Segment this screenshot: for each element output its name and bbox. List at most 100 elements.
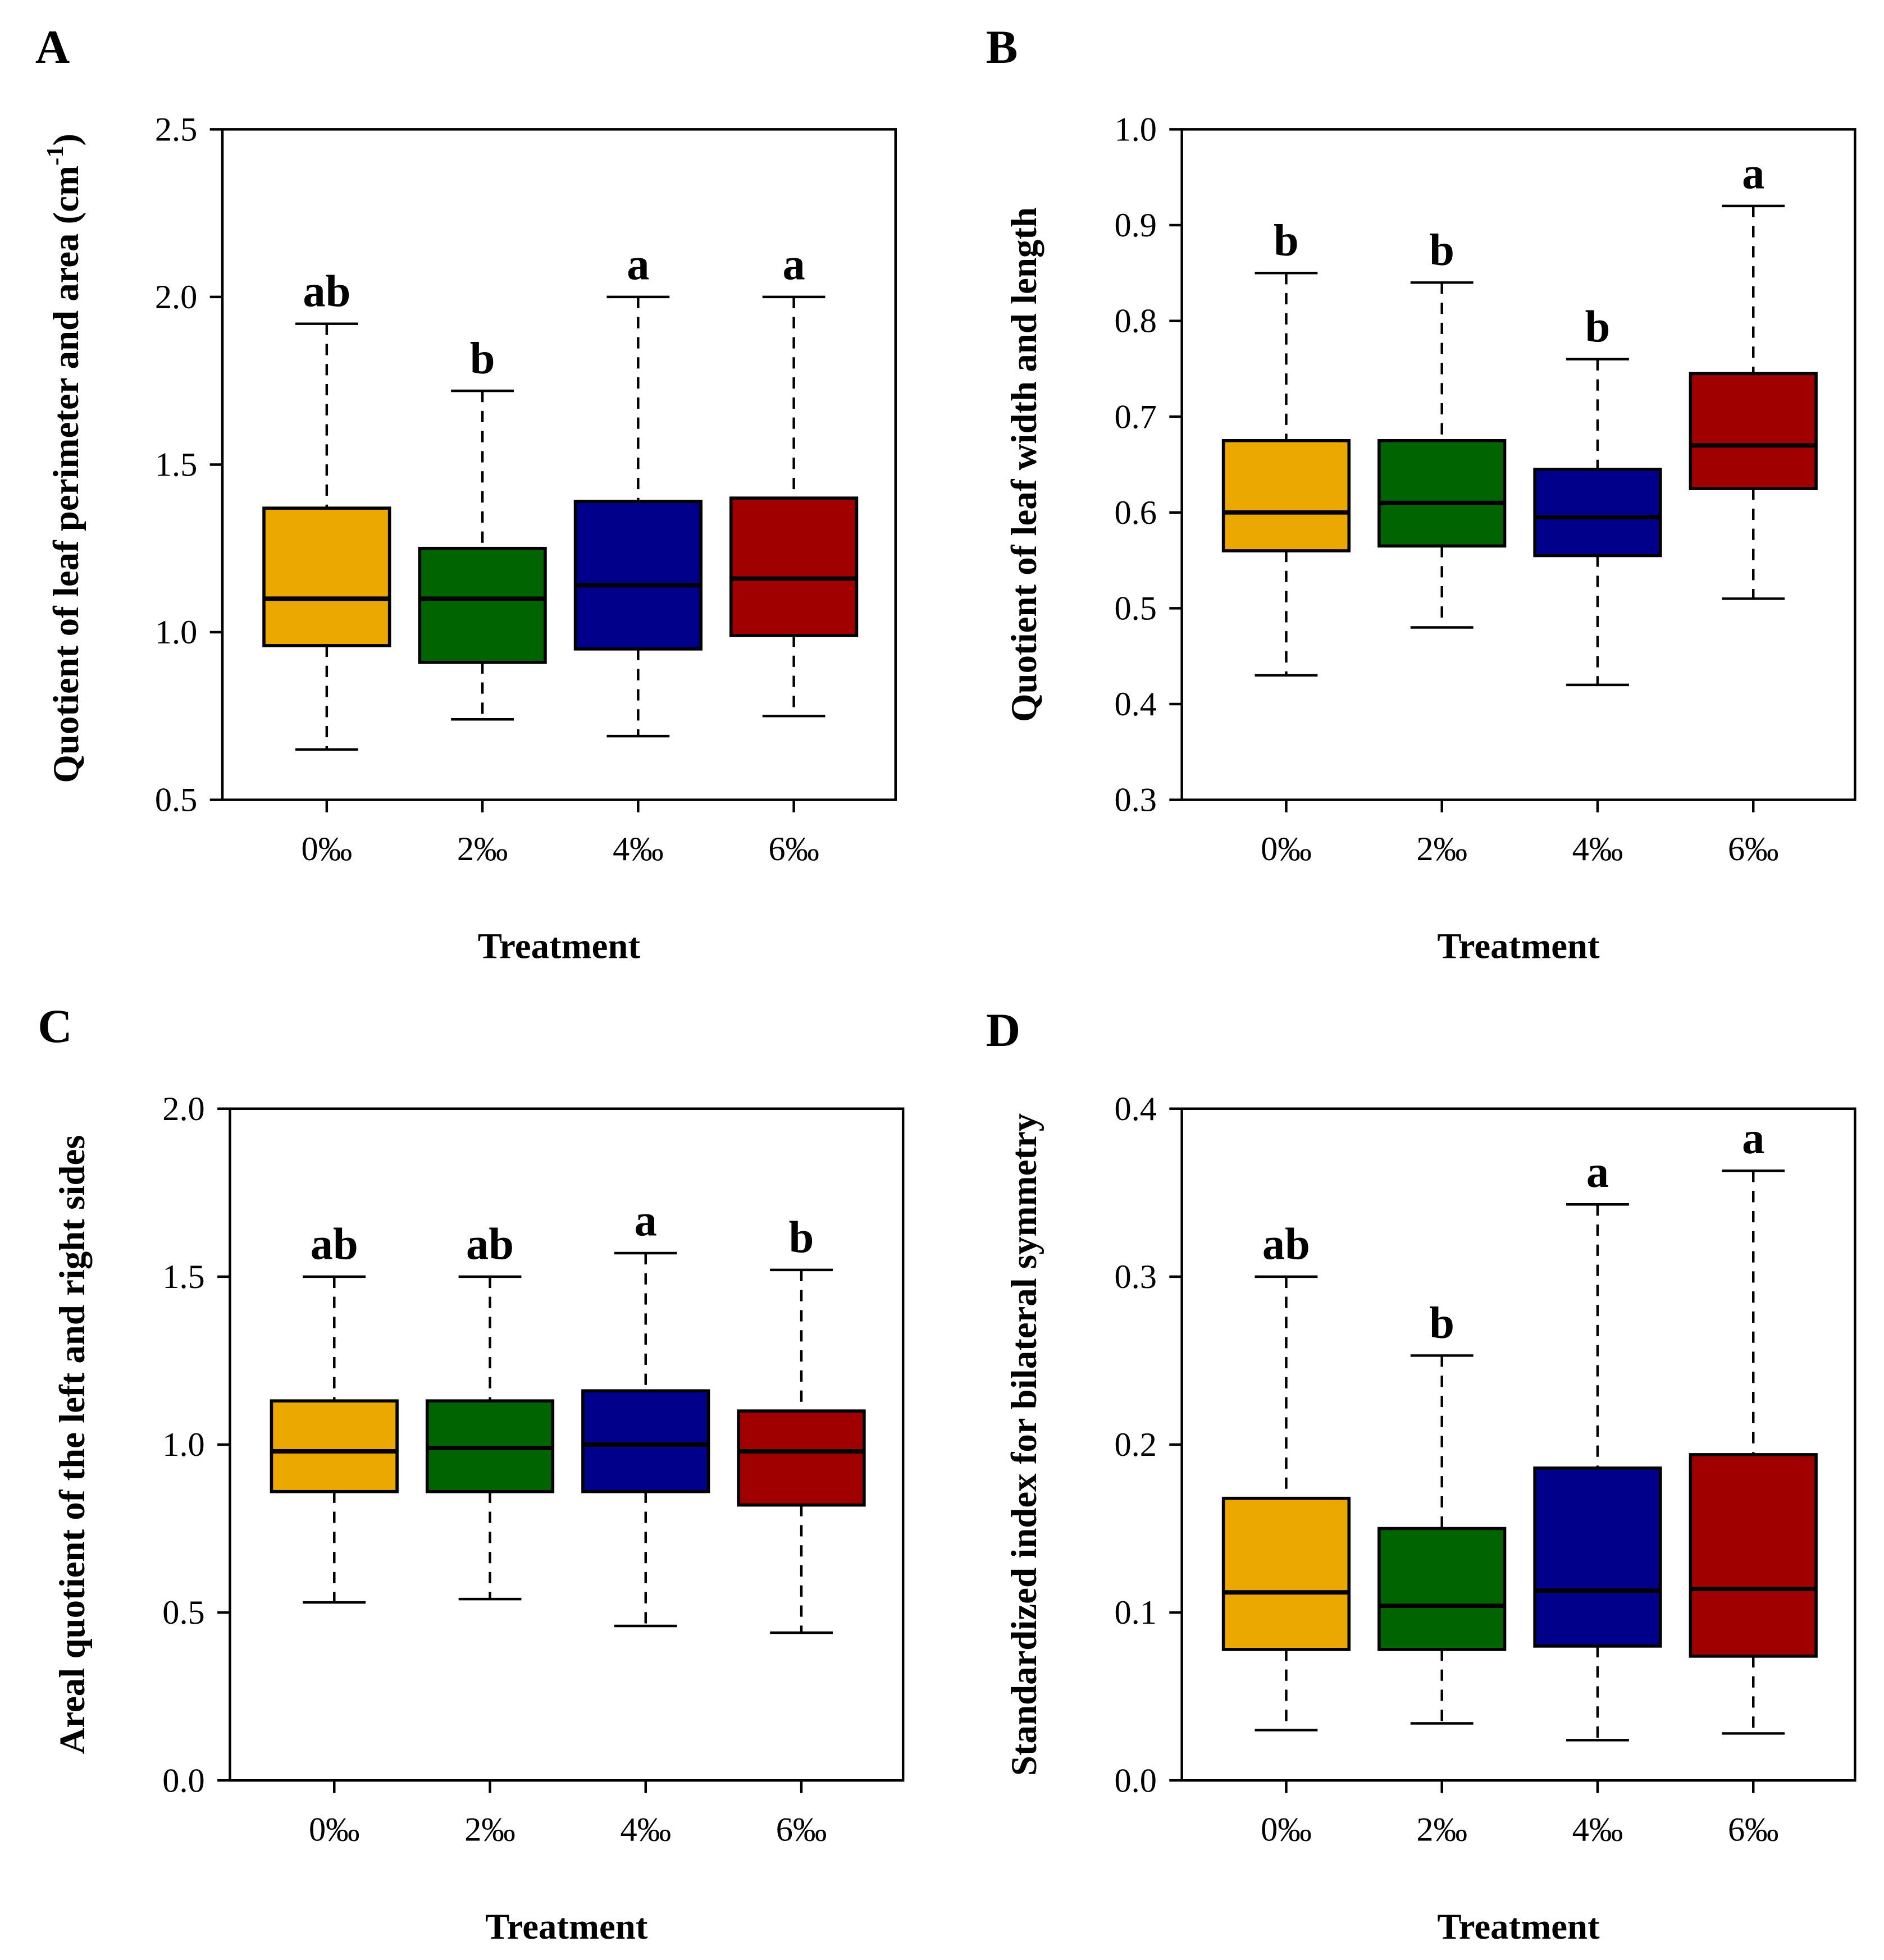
box-0‰: ab bbox=[262, 266, 391, 751]
plot-frame bbox=[1180, 128, 1856, 801]
x-tick-label: 0‰ bbox=[1261, 830, 1312, 868]
box-0‰: b bbox=[1221, 216, 1351, 677]
x-tick-label: 0‰ bbox=[302, 830, 353, 868]
iqr-box bbox=[1377, 439, 1507, 548]
significance-letter: b bbox=[789, 1213, 814, 1263]
box-0‰: ab bbox=[270, 1219, 399, 1604]
y-axis-title: Standardized index for bilateral symmetr… bbox=[1004, 1113, 1044, 1776]
y-axis-title-sup: -1 bbox=[42, 146, 69, 166]
x-tick-label: 6‰ bbox=[1728, 1811, 1779, 1849]
y-tick-label: 1.5 bbox=[162, 1258, 204, 1296]
panel-A: A 0.5 1.0 1.5 2.0 2.5 0‰ ab 2‰ b 4‰ a 6‰ a Treatment Qu… bbox=[35, 21, 897, 966]
x-tick-label: 4‰ bbox=[1572, 1811, 1623, 1849]
x-tick-label: 6‰ bbox=[1728, 830, 1779, 868]
box-4‰: a bbox=[573, 240, 702, 738]
significance-letter: a bbox=[1742, 1113, 1764, 1163]
x-tick-label: 4‰ bbox=[613, 830, 664, 868]
y-tick-label: 0.1 bbox=[1114, 1594, 1156, 1632]
y-tick-label: 0.7 bbox=[1114, 398, 1156, 436]
iqr-box bbox=[1533, 468, 1662, 558]
iqr-box bbox=[573, 500, 702, 651]
box-2‰: b bbox=[1377, 1298, 1507, 1725]
iqr-box bbox=[1221, 439, 1351, 552]
box-4‰: b bbox=[1533, 301, 1662, 687]
box-2‰: b bbox=[1377, 225, 1507, 629]
box-2‰: ab bbox=[425, 1219, 555, 1601]
significance-letter: b bbox=[1429, 225, 1454, 275]
significance-letter: a bbox=[783, 240, 805, 290]
y-tick-label: 0.3 bbox=[1114, 782, 1156, 819]
y-tick-label: 1.0 bbox=[155, 614, 197, 651]
y-axis-title-end: ) bbox=[46, 134, 86, 146]
x-tick-label: 2‰ bbox=[464, 1811, 516, 1849]
box-2‰: b bbox=[418, 333, 547, 721]
y-axis-title-text: Quotient of leaf perimeter and area (cm bbox=[46, 166, 86, 783]
significance-letter: a bbox=[1742, 149, 1764, 199]
iqr-box bbox=[1533, 1466, 1662, 1648]
y-tick-label: 2.0 bbox=[155, 278, 197, 316]
box-6‰: a bbox=[1689, 1113, 1818, 1735]
x-axis-title: Treatment bbox=[1437, 926, 1600, 966]
x-tick-label: 6‰ bbox=[776, 1811, 827, 1849]
x-tick-label: 6‰ bbox=[768, 830, 819, 868]
panel-letter: A bbox=[35, 21, 70, 74]
significance-letter: a bbox=[635, 1196, 657, 1246]
y-tick-label: 0.3 bbox=[1114, 1258, 1156, 1296]
panel-letter: D bbox=[986, 1004, 1020, 1057]
iqr-box bbox=[270, 1399, 399, 1493]
x-tick-label: 2‰ bbox=[1416, 830, 1467, 868]
x-axis-title: Treatment bbox=[485, 1907, 648, 1947]
y-tick-label: 0.5 bbox=[162, 1594, 204, 1632]
x-axis-title: Treatment bbox=[478, 926, 641, 966]
y-tick-label: 2.0 bbox=[162, 1090, 204, 1128]
iqr-box bbox=[737, 1409, 866, 1507]
box-6‰: a bbox=[729, 240, 859, 718]
iqr-box bbox=[1689, 1453, 1818, 1658]
x-tick-label: 4‰ bbox=[1572, 830, 1623, 868]
x-tick-label: 0‰ bbox=[309, 1811, 360, 1849]
y-axis-title-text: Areal quotient of the left and right sid… bbox=[52, 1135, 93, 1755]
y-axis-title: Areal quotient of the left and right sid… bbox=[52, 1135, 93, 1755]
x-axis-title: Treatment bbox=[1437, 1907, 1600, 1947]
y-axis-title: Quotient of leaf width and length bbox=[1004, 207, 1044, 722]
x-tick-label: 4‰ bbox=[621, 1811, 672, 1849]
y-tick-label: 0.2 bbox=[1114, 1426, 1156, 1464]
significance-letter: b bbox=[1585, 301, 1611, 351]
iqr-box bbox=[1377, 1527, 1507, 1651]
y-tick-label: 0.5 bbox=[155, 782, 197, 819]
box-4‰: a bbox=[581, 1196, 710, 1628]
y-axis-title: Quotient of leaf perimeter and area (cm-… bbox=[42, 134, 86, 783]
x-tick-label: 0‰ bbox=[1261, 1811, 1312, 1849]
y-tick-label: 0.9 bbox=[1114, 207, 1156, 244]
y-tick-label: 0.6 bbox=[1114, 494, 1156, 532]
box-6‰: b bbox=[737, 1213, 866, 1634]
panel-letter: C bbox=[38, 1000, 72, 1053]
significance-letter: a bbox=[627, 240, 649, 290]
y-tick-label: 1.5 bbox=[155, 446, 197, 484]
significance-letter: b bbox=[1429, 1298, 1454, 1348]
y-tick-label: 1.0 bbox=[162, 1426, 204, 1464]
y-tick-label: 0.0 bbox=[1114, 1762, 1156, 1799]
y-axis-title-text: Standardized index for bilateral symmetr… bbox=[1004, 1113, 1044, 1776]
iqr-box bbox=[729, 496, 859, 637]
iqr-box bbox=[1221, 1496, 1351, 1651]
panel-letter: B bbox=[986, 21, 1018, 74]
significance-letter: ab bbox=[303, 266, 350, 316]
iqr-box bbox=[581, 1389, 710, 1493]
significance-letter: ab bbox=[466, 1219, 514, 1269]
y-tick-label: 0.4 bbox=[1114, 686, 1156, 723]
y-tick-label: 0.0 bbox=[162, 1762, 204, 1799]
y-tick-label: 0.8 bbox=[1114, 303, 1156, 340]
panel-B: B 0.3 0.4 0.5 0.6 0.7 0.8 0.9 1.0 0‰ b 2‰ b 4‰ b 6‰ a Tre… bbox=[986, 21, 1856, 966]
significance-letter: ab bbox=[311, 1219, 358, 1269]
significance-letter: a bbox=[1586, 1147, 1609, 1197]
iqr-box bbox=[418, 546, 547, 664]
y-tick-label: 0.5 bbox=[1114, 590, 1156, 627]
x-tick-label: 2‰ bbox=[1416, 1811, 1467, 1849]
significance-letter: b bbox=[1274, 216, 1299, 266]
significance-letter: ab bbox=[1262, 1219, 1310, 1269]
iqr-box bbox=[1689, 372, 1818, 490]
box-4‰: a bbox=[1533, 1147, 1662, 1742]
box-0‰: ab bbox=[1221, 1219, 1351, 1731]
